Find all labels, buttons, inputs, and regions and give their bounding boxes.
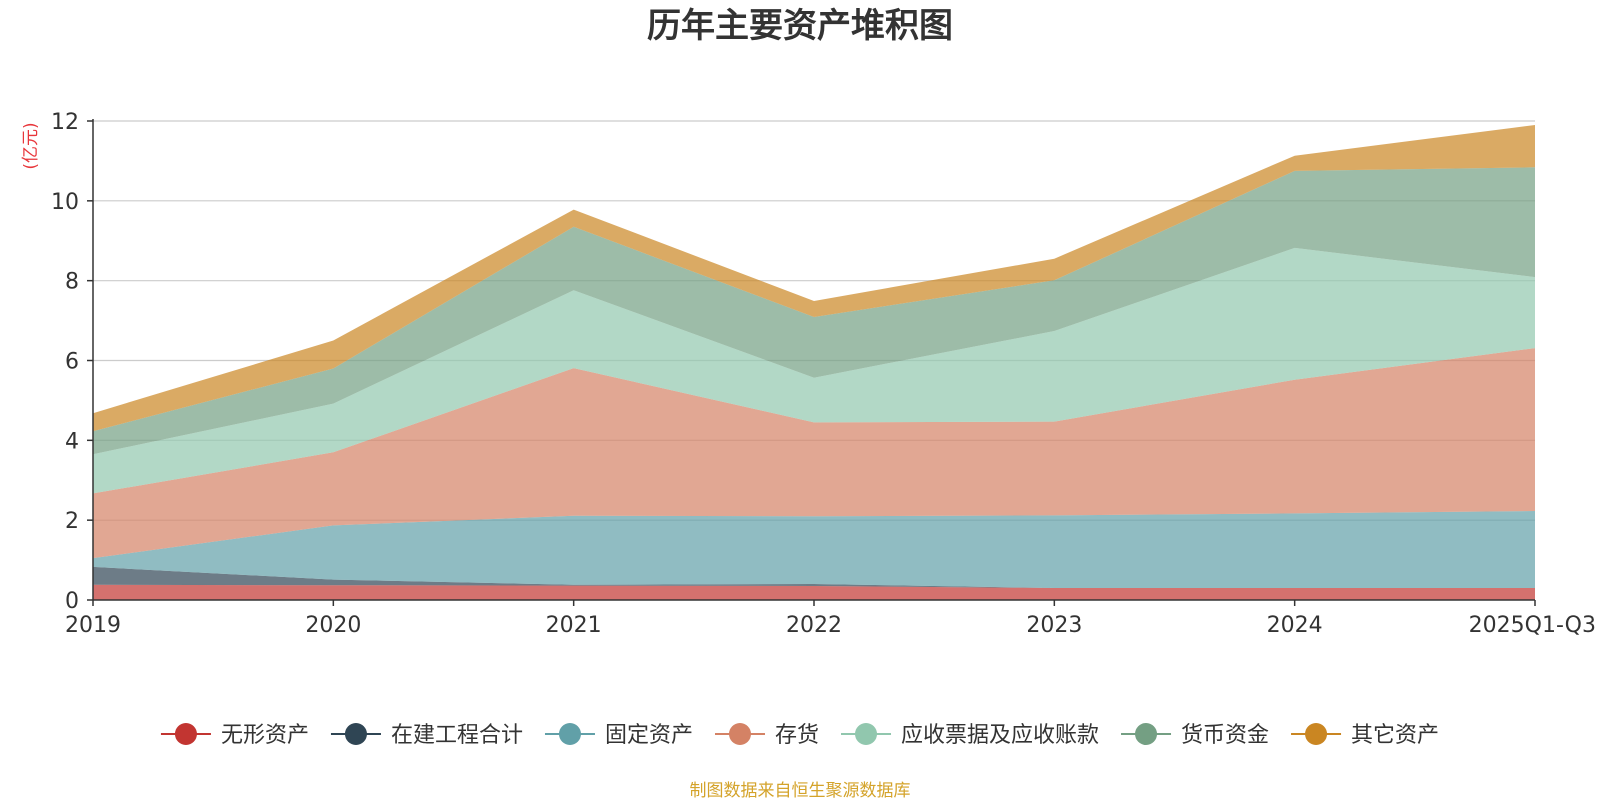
y-tick-label: 10 (51, 190, 79, 215)
legend-item-7[interactable]: 其它资产 (1291, 723, 1439, 748)
legend-item-5[interactable]: 应收票据及应收账款 (841, 723, 1099, 748)
x-axis-ticks: 2019 2020 2021 2022 2023 2024 2025Q1-Q3 (65, 600, 1596, 638)
area-series-7 (93, 125, 1535, 432)
y-axis-unit-label: (亿元) (21, 122, 41, 169)
x-tick-label: 2021 (546, 613, 602, 638)
area-series-2 (93, 566, 1535, 588)
y-tick-label: 2 (65, 509, 79, 534)
chart-title: 历年主要资产堆积图 (647, 6, 953, 46)
x-tick-label: 2023 (1026, 613, 1082, 638)
legend-label: 无形资产 (221, 723, 309, 748)
legend-marker (855, 723, 878, 745)
y-tick-label: 4 (65, 429, 79, 454)
area-series-1 (93, 584, 1535, 600)
legend-label: 固定资产 (605, 723, 693, 748)
legend-label: 存货 (775, 723, 819, 748)
legend-label: 其它资产 (1351, 723, 1439, 748)
legend-item-4[interactable]: 存货 (714, 723, 819, 748)
legend-marker (558, 723, 581, 745)
legend-marker (1135, 723, 1158, 745)
legend-item-2[interactable]: 在建工程合计 (330, 723, 523, 748)
legend-marker (174, 723, 197, 745)
legend-label: 应收票据及应收账款 (901, 723, 1099, 748)
legend-item-6[interactable]: 货币资金 (1121, 723, 1269, 748)
legend: 无形资产 在建工程合计 固定资产 存货 应收票据及应收账款 货币资金 其它资产 (160, 723, 1439, 748)
legend-marker (1305, 723, 1328, 745)
x-tick-label: 2020 (305, 613, 361, 638)
area-series-3 (93, 511, 1535, 588)
area-series-6 (93, 167, 1535, 455)
y-tick-label: 12 (51, 110, 79, 135)
area-series-group (93, 125, 1535, 600)
y-tick-label: 8 (65, 270, 79, 295)
source-note: 制图数据来自恒生聚源数据库 (690, 781, 911, 800)
area-series-4 (93, 348, 1535, 559)
y-tick-label: 0 (65, 589, 79, 614)
y-axis-ticks: 0 2 4 6 8 10 12 (51, 110, 93, 614)
legend-marker (728, 723, 751, 745)
x-tick-label: 2025Q1-Q3 (1469, 613, 1596, 638)
x-tick-label: 2024 (1267, 613, 1323, 638)
area-series-5 (93, 247, 1535, 494)
legend-item-3[interactable]: 固定资产 (544, 723, 693, 748)
legend-item-1[interactable]: 无形资产 (160, 723, 309, 748)
x-tick-label: 2019 (65, 613, 121, 638)
legend-label: 货币资金 (1181, 723, 1269, 748)
legend-marker (344, 723, 367, 745)
legend-label: 在建工程合计 (391, 723, 523, 748)
x-tick-label: 2022 (786, 613, 842, 638)
y-tick-label: 6 (65, 350, 79, 375)
